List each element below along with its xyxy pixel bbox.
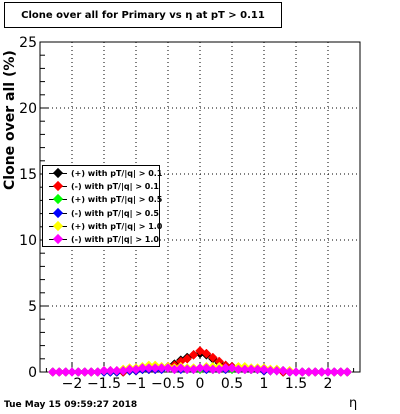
legend-entry: (-) with pT/|q| > 1.0 — [43, 233, 159, 246]
x-tick-label: 1.5 — [285, 376, 307, 392]
data-point — [220, 363, 231, 373]
data-series — [47, 346, 353, 377]
legend-entry: (+) with pT/|q| > 0.5 — [43, 193, 163, 206]
data-point — [233, 364, 244, 375]
data-point — [182, 364, 193, 375]
data-point — [329, 367, 340, 377]
data-point — [239, 364, 250, 375]
grid-lines — [40, 42, 360, 372]
y-tick-label: 20 — [19, 101, 37, 117]
legend-label: (-) with pT/|q| > 0.1 — [71, 182, 159, 192]
x-tick-label: −1 — [126, 376, 147, 392]
y-tick-label: 15 — [19, 167, 37, 183]
x-tick-label: 2 — [324, 376, 333, 392]
data-point — [201, 363, 212, 373]
data-point — [67, 367, 77, 377]
legend: (+) with pT/|q| > 0.1 (-) with pT/|q| > 0… — [42, 165, 163, 247]
data-point — [195, 363, 205, 373]
x-tick-label: 0.5 — [221, 376, 243, 392]
x-tick-labels: −2 −1.5 −1 −0.5 0 0.5 1 1.5 2 — [62, 376, 333, 392]
y-axis-label: Clone over all (%) — [2, 50, 18, 190]
legend-diamond-icon — [52, 220, 64, 231]
y-tick-label: 10 — [19, 233, 37, 249]
data-point — [150, 363, 161, 373]
data-point — [47, 367, 58, 377]
data-point — [316, 367, 327, 377]
legend-entry: (+) with pT/|q| > 1.0 — [43, 220, 163, 233]
data-point — [99, 365, 109, 376]
data-point — [271, 365, 282, 376]
x-tick-label: −2 — [62, 376, 83, 392]
data-point — [227, 363, 237, 373]
data-point — [175, 363, 186, 373]
legend-diamond-icon — [52, 181, 64, 192]
data-point — [143, 363, 154, 373]
x-tick-label: 0 — [196, 376, 205, 392]
data-point — [86, 367, 97, 377]
data-point — [163, 363, 173, 373]
x-tick-label: −0.5 — [151, 376, 185, 392]
legend-entry: (+) with pT/|q| > 0.1 — [43, 167, 163, 180]
legend-label: (+) with pT/|q| > 0.1 — [71, 169, 163, 178]
chart-title: Clone over all for Primary vs η at pT > … — [4, 2, 282, 28]
legend-label: (-) with pT/|q| > 0.5 — [71, 208, 159, 218]
timestamp-footer: Tue May 15 09:59:27 2018 — [4, 400, 138, 410]
legend-diamond-icon — [52, 233, 64, 245]
legend-entry: (-) with pT/|q| > 0.5 — [43, 207, 159, 220]
y-tick-label: 5 — [28, 299, 37, 315]
data-point — [291, 367, 301, 377]
data-point — [188, 349, 199, 360]
data-point — [246, 364, 257, 375]
data-point — [156, 363, 167, 373]
data-point — [303, 367, 314, 377]
data-point — [323, 367, 333, 377]
data-point — [124, 364, 135, 375]
data-point — [297, 367, 308, 377]
x-axis-label: η — [349, 396, 358, 411]
legend-label: (+) with pT/|q| > 1.0 — [71, 221, 163, 231]
series-6 — [47, 363, 353, 377]
data-point — [207, 364, 218, 375]
y-tick-label: 0 — [28, 365, 37, 381]
data-point — [284, 367, 295, 377]
data-point — [259, 364, 269, 375]
data-point — [54, 367, 65, 377]
data-point — [342, 367, 353, 377]
data-point — [73, 367, 84, 377]
legend-label: (+) with pT/|q| > 0.5 — [71, 195, 163, 205]
data-point — [310, 367, 321, 377]
data-point — [79, 367, 90, 377]
data-point — [335, 367, 346, 377]
legend-diamond-icon — [52, 194, 64, 205]
data-point — [137, 363, 148, 373]
y-tick-labels: 0 5 10 15 20 25 — [19, 35, 37, 381]
data-point — [60, 367, 71, 377]
x-tick-label: −1.5 — [87, 376, 121, 392]
data-point — [278, 365, 289, 376]
data-point — [265, 365, 276, 376]
data-point — [252, 364, 263, 375]
data-point — [201, 348, 212, 359]
legend-diamond-icon — [52, 167, 64, 179]
chart-title-text: Clone over all for Primary vs η at pT > … — [21, 9, 265, 21]
legend-label: (-) with pT/|q| > 1.0 — [71, 235, 159, 244]
y-tick-label: 25 — [19, 35, 37, 51]
x-tick-label: 1 — [260, 376, 269, 392]
data-point — [111, 365, 122, 376]
legend-diamond-icon — [52, 207, 64, 218]
data-point — [105, 365, 116, 376]
legend-entry: (-) with pT/|q| > 0.1 — [43, 180, 159, 193]
